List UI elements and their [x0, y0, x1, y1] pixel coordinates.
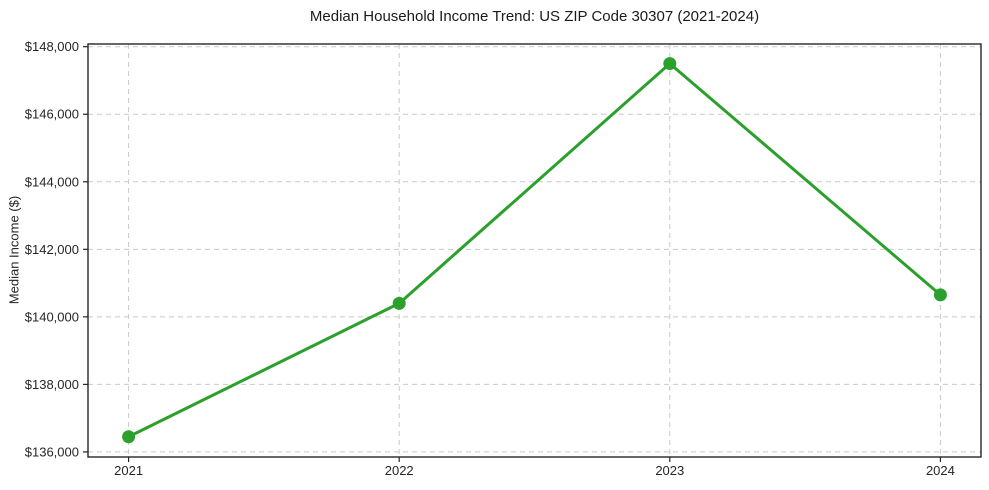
data-point-2022: [392, 296, 406, 310]
y-tick-label: $144,000: [25, 174, 79, 189]
x-tick-label: 2022: [385, 463, 414, 478]
x-tick-label: 2021: [114, 463, 143, 478]
y-tick-label: $140,000: [25, 309, 79, 324]
y-tick-label: $148,000: [25, 39, 79, 54]
y-tick-label: $136,000: [25, 444, 79, 459]
data-point-2024: [933, 288, 947, 302]
y-tick-label: $138,000: [25, 377, 79, 392]
y-tick-label: $146,000: [25, 107, 79, 122]
data-point-2023: [663, 57, 677, 71]
trend-line: [127, 62, 942, 439]
plot-frame: [87, 43, 982, 458]
chart-title: Median Household Income Trend: US ZIP Co…: [309, 8, 760, 25]
data-point-2021: [122, 430, 136, 444]
x-tick-label: 2023: [655, 463, 684, 478]
y-tick-label: $142,000: [25, 242, 79, 257]
x-tick-label: 2024: [926, 463, 955, 478]
